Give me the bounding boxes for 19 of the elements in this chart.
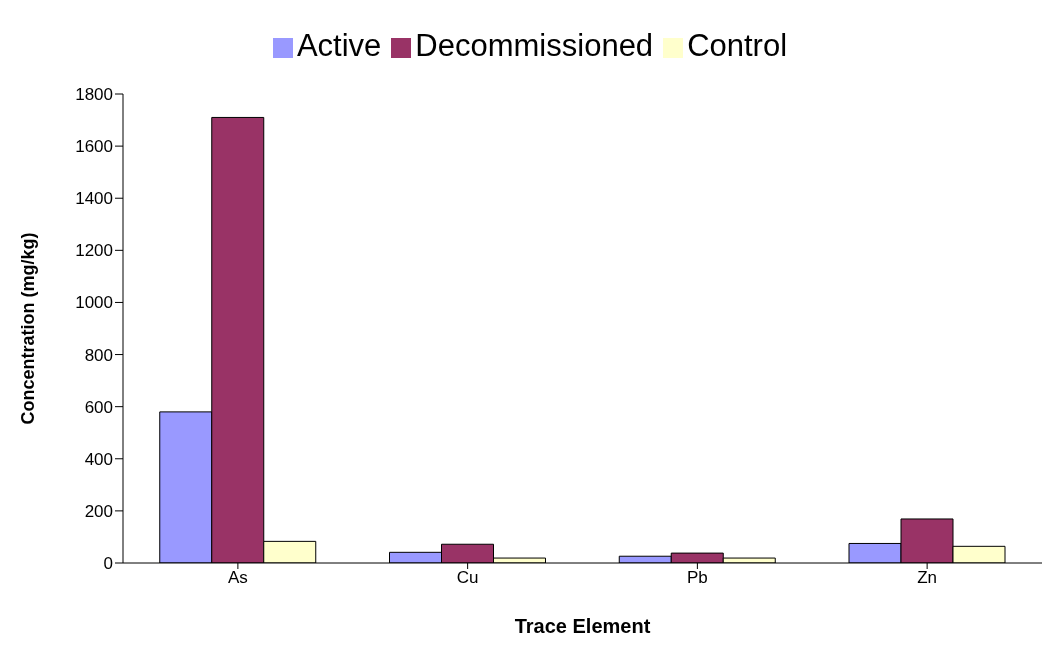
legend-label: Active <box>296 28 382 63</box>
x-tick-label: Zn <box>917 568 938 588</box>
y-tick-label: 400 <box>84 449 113 469</box>
y-axis-title: Concentration (mg/kg) <box>18 232 39 425</box>
y-tick-label: 1200 <box>75 241 113 261</box>
legend-label: Control <box>687 28 788 63</box>
y-tick-label: 800 <box>84 345 113 365</box>
y-tick-label: 0 <box>103 554 113 574</box>
y-tick-label: 1400 <box>75 189 113 209</box>
x-tick-label: Pb <box>686 568 708 588</box>
y-tick-label: 1600 <box>75 137 113 157</box>
legend-label: Decommissioned <box>415 28 654 63</box>
x-axis-title: Trace Element <box>514 615 651 637</box>
x-tick-label: As <box>227 568 248 588</box>
y-tick-label: 1000 <box>75 293 113 313</box>
x-tick-label: Cu <box>456 568 479 588</box>
y-tick-label: 200 <box>84 501 113 521</box>
y-tick-label: 600 <box>84 397 113 417</box>
y-tick-label: 1800 <box>75 85 113 105</box>
